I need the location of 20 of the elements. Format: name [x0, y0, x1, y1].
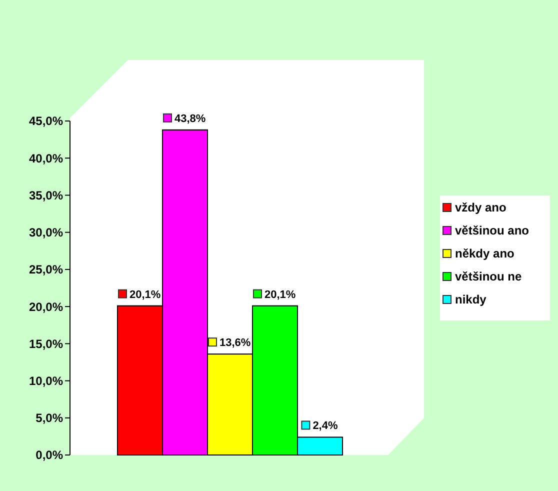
legend-label: vždy ano	[455, 200, 506, 214]
y-tick-label: 40,0%	[28, 151, 64, 166]
legend-label: někdy ano	[455, 246, 514, 260]
y-tick-label: 30,0%	[28, 226, 64, 240]
y-tick-label: 45,0%	[28, 114, 64, 128]
data-label: 2,4%	[312, 420, 338, 432]
legend-label: nikdy	[455, 292, 487, 306]
legend-label: většinou ne	[455, 270, 522, 284]
y-tick-label: 35,0%	[28, 188, 64, 202]
y-tick-label: 25,0%	[28, 262, 64, 277]
y-tick-label: 5,0%	[36, 411, 64, 426]
data-label: 20,1%	[130, 288, 161, 301]
y-tick-label: 20,0%	[28, 300, 64, 314]
data-label: 20,1%	[264, 288, 296, 301]
y-tick-label: 0,0%	[36, 448, 64, 462]
data-label: 13,6%	[220, 337, 251, 350]
data-label: 43,8%	[174, 112, 206, 125]
y-tick-label: 10,0%	[28, 374, 64, 388]
legend-label: většinou ano	[455, 224, 530, 238]
y-tick-label: 15,0%	[28, 336, 64, 351]
